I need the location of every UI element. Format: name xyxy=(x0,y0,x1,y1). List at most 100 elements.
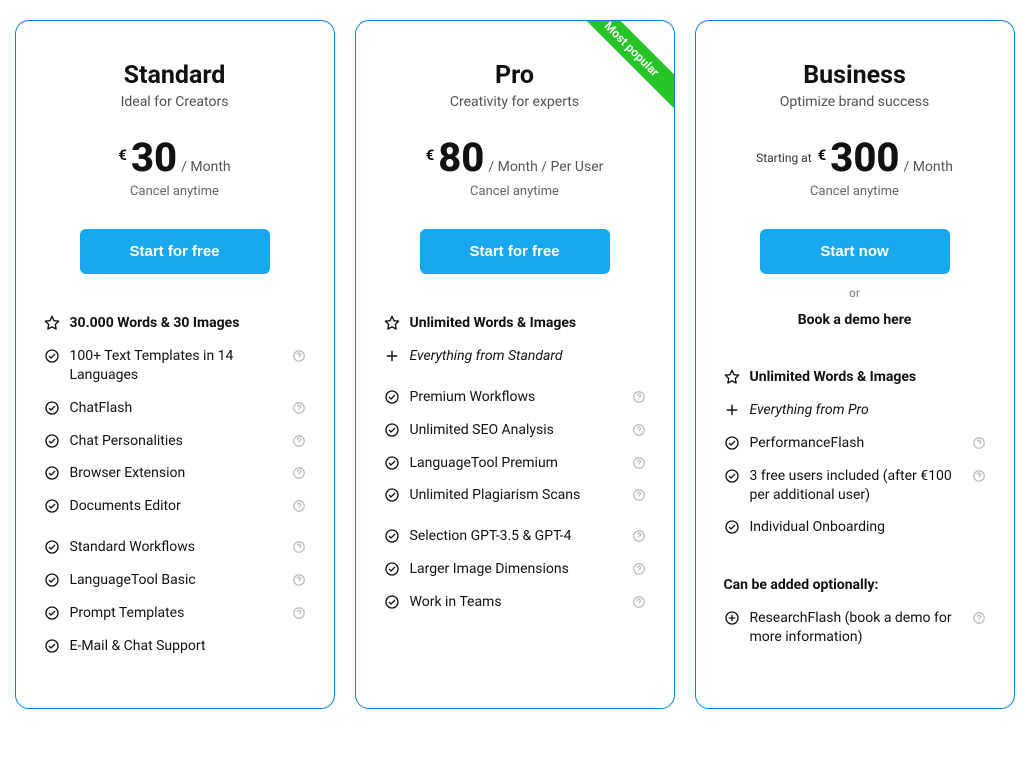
feature-text: Everything from Standard xyxy=(410,347,563,366)
feature-item: Everything from Standard xyxy=(384,347,646,366)
feature-text: E-Mail & Chat Support xyxy=(70,637,206,656)
feature-text: Unlimited Words & Images xyxy=(410,314,577,333)
feature-text: PerformanceFlash xyxy=(750,434,865,453)
card-header: Standard Ideal for Creators € 30 / Month… xyxy=(44,61,306,274)
feature-item: Browser Extension xyxy=(44,464,306,483)
check-icon xyxy=(384,389,400,405)
help-icon[interactable] xyxy=(292,540,306,554)
price-per: / Month / Per User xyxy=(488,159,603,175)
check-icon xyxy=(384,528,400,544)
price-row: Starting at € 300 / Month xyxy=(724,138,986,178)
plus-icon xyxy=(724,402,740,418)
help-icon[interactable] xyxy=(632,488,646,502)
star-icon xyxy=(384,315,400,331)
check-icon xyxy=(44,400,60,416)
feature-group: Unlimited Words & Images Everything from… xyxy=(384,314,646,366)
cancel-note: Cancel anytime xyxy=(724,184,986,199)
check-icon xyxy=(384,594,400,610)
feature-group: Standard Workflows LanguageTool Basic Pr… xyxy=(44,538,306,656)
feature-item: Chat Personalities xyxy=(44,432,306,451)
feature-group: Premium Workflows Unlimited SEO Analysis… xyxy=(384,388,646,506)
help-icon[interactable] xyxy=(292,499,306,513)
check-icon xyxy=(724,468,740,484)
help-icon[interactable] xyxy=(632,595,646,609)
price-per: / Month xyxy=(903,159,952,175)
feature-text: Unlimited SEO Analysis xyxy=(410,421,554,440)
feature-text: 30.000 Words & 30 Images xyxy=(70,314,240,333)
help-icon[interactable] xyxy=(972,469,986,483)
features-list: 30.000 Words & 30 Images 100+ Text Templ… xyxy=(44,314,306,656)
check-icon xyxy=(44,638,60,654)
check-icon xyxy=(44,465,60,481)
plan-name: Standard xyxy=(44,61,306,90)
feature-item: LanguageTool Basic xyxy=(44,571,306,590)
price-per: / Month xyxy=(181,159,230,175)
help-icon[interactable] xyxy=(292,349,306,363)
feature-text: LanguageTool Basic xyxy=(70,571,196,590)
check-icon xyxy=(384,487,400,503)
help-icon[interactable] xyxy=(292,573,306,587)
feature-item: ResearchFlash (book a demo for more info… xyxy=(724,609,986,647)
cta-button[interactable]: Start for free xyxy=(80,229,270,274)
feature-text: Chat Personalities xyxy=(70,432,183,451)
feature-text: Unlimited Words & Images xyxy=(750,368,917,387)
check-icon xyxy=(44,539,60,555)
feature-group: Selection GPT-3.5 & GPT-4 Larger Image D… xyxy=(384,527,646,612)
demo-link[interactable]: Book a demo here xyxy=(724,312,986,328)
feature-item: Premium Workflows xyxy=(384,388,646,407)
feature-item: Prompt Templates xyxy=(44,604,306,623)
feature-text: 100+ Text Templates in 14 Languages xyxy=(70,347,288,385)
feature-item: Unlimited Words & Images xyxy=(724,368,986,387)
feature-item: 30.000 Words & 30 Images xyxy=(44,314,306,333)
feature-text: Standard Workflows xyxy=(70,538,195,557)
features-list: Unlimited Words & Images Everything from… xyxy=(384,314,646,612)
pricing-card-pro: Most popular Pro Creativity for experts … xyxy=(355,20,675,709)
star-icon xyxy=(44,315,60,331)
help-icon[interactable] xyxy=(632,529,646,543)
feature-item: ChatFlash xyxy=(44,399,306,418)
feature-item: Individual Onboarding xyxy=(724,518,986,537)
check-icon xyxy=(44,572,60,588)
price-amount: 300 xyxy=(830,138,899,178)
help-icon[interactable] xyxy=(292,401,306,415)
plan-name: Business xyxy=(724,61,986,90)
feature-item: Unlimited Plagiarism Scans xyxy=(384,486,646,505)
check-icon xyxy=(384,455,400,471)
check-icon xyxy=(384,561,400,577)
feature-text: ResearchFlash (book a demo for more info… xyxy=(750,609,968,647)
price-row: € 80 / Month / Per User xyxy=(384,138,646,178)
pricing-card-business: Business Optimize brand success Starting… xyxy=(695,20,1015,709)
help-icon[interactable] xyxy=(632,562,646,576)
feature-text: LanguageTool Premium xyxy=(410,454,558,473)
feature-group: Unlimited Words & Images Everything from… xyxy=(724,368,986,537)
feature-text: Prompt Templates xyxy=(70,604,185,623)
feature-item: Work in Teams xyxy=(384,593,646,612)
currency-symbol: € xyxy=(818,146,827,164)
feature-text: Selection GPT-3.5 & GPT-4 xyxy=(410,527,572,546)
feature-item: LanguageTool Premium xyxy=(384,454,646,473)
help-icon[interactable] xyxy=(292,606,306,620)
starting-at-label: Starting at xyxy=(756,151,812,165)
help-icon[interactable] xyxy=(632,423,646,437)
feature-text: Individual Onboarding xyxy=(750,518,885,537)
feature-text: 3 free users included (after €100 per ad… xyxy=(750,467,968,505)
cta-button[interactable]: Start now xyxy=(760,229,950,274)
feature-group: 30.000 Words & 30 Images 100+ Text Templ… xyxy=(44,314,306,516)
help-icon[interactable] xyxy=(972,436,986,450)
cta-button[interactable]: Start for free xyxy=(420,229,610,274)
feature-item: Unlimited Words & Images xyxy=(384,314,646,333)
feature-text: Work in Teams xyxy=(410,593,502,612)
feature-text: Unlimited Plagiarism Scans xyxy=(410,486,581,505)
price-amount: 30 xyxy=(131,138,177,178)
help-icon[interactable] xyxy=(292,434,306,448)
card-header: Business Optimize brand success Starting… xyxy=(724,61,986,328)
check-icon xyxy=(44,433,60,449)
features-list: Unlimited Words & Images Everything from… xyxy=(724,368,986,647)
star-icon xyxy=(724,369,740,385)
help-icon[interactable] xyxy=(632,456,646,470)
help-icon[interactable] xyxy=(632,390,646,404)
check-icon xyxy=(44,348,60,364)
plus-circle-icon xyxy=(724,610,740,626)
help-icon[interactable] xyxy=(972,611,986,625)
help-icon[interactable] xyxy=(292,466,306,480)
